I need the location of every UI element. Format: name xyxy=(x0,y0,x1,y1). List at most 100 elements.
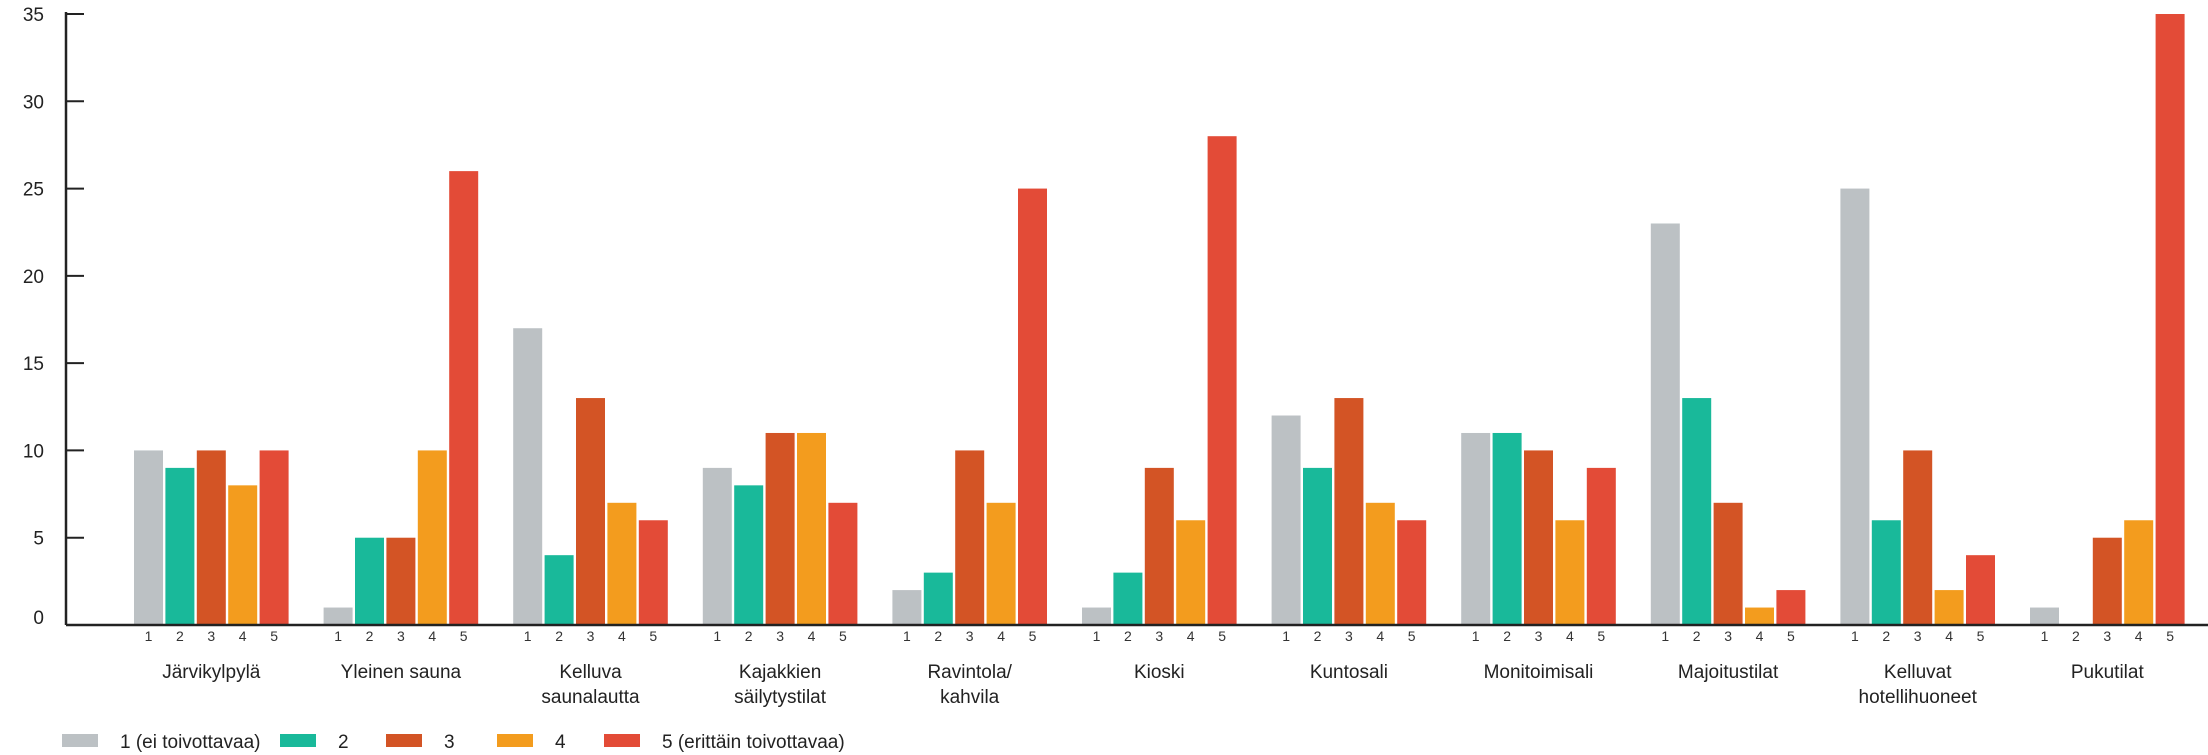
x-sub-label: 2 xyxy=(366,628,374,644)
category-label: kahvila xyxy=(940,687,1000,708)
x-sub-label: 1 xyxy=(1093,628,1101,644)
x-sub-label: 4 xyxy=(239,628,247,644)
legend-swatch xyxy=(497,734,533,747)
x-sub-label: 1 xyxy=(145,628,153,644)
x-sub-label: 1 xyxy=(524,628,532,644)
x-sub-label: 3 xyxy=(2103,628,2111,644)
x-sub-label: 2 xyxy=(1503,628,1511,644)
bar xyxy=(1966,555,1995,625)
bar xyxy=(1934,590,1964,625)
x-sub-label: 3 xyxy=(1345,628,1353,644)
x-sub-label: 5 xyxy=(1977,628,1985,644)
bar xyxy=(765,432,795,625)
bar xyxy=(417,450,447,625)
x-sub-label: 4 xyxy=(1187,628,1195,644)
bar xyxy=(702,467,732,625)
bar xyxy=(2124,520,2154,625)
x-sub-label: 2 xyxy=(1124,628,1132,644)
category-label: Ravintola/ xyxy=(927,662,1012,683)
bar xyxy=(1903,450,1933,625)
bar xyxy=(1840,188,1870,626)
x-sub-label: 5 xyxy=(649,628,657,644)
bar xyxy=(1365,502,1395,625)
category-label: Kelluva xyxy=(559,662,622,683)
category-label: Kioski xyxy=(1134,662,1185,683)
legend-label: 1 (ei toivottavaa) xyxy=(120,732,260,753)
x-sub-label: 5 xyxy=(460,628,468,644)
bar xyxy=(1524,450,1553,625)
bar xyxy=(955,450,985,625)
x-sub-label: 4 xyxy=(2135,628,2143,644)
category-label: Majoitustilat xyxy=(1678,662,1779,683)
y-tick-label: 15 xyxy=(23,354,44,375)
x-sub-label: 1 xyxy=(713,628,721,644)
x-sub-label: 2 xyxy=(1693,628,1701,644)
x-sub-label: 2 xyxy=(2072,628,2080,644)
x-sub-label: 5 xyxy=(1597,628,1605,644)
legend-label: 2 xyxy=(338,732,349,753)
x-sub-label: 3 xyxy=(1155,628,1163,644)
y-tick-label: 25 xyxy=(23,180,44,201)
x-sub-label: 5 xyxy=(1408,628,1416,644)
bar xyxy=(828,502,858,625)
bar xyxy=(228,485,258,625)
category-label: saunalautta xyxy=(541,687,640,708)
legend-swatch xyxy=(604,734,640,747)
bar xyxy=(196,450,226,625)
bar xyxy=(734,485,764,625)
bar xyxy=(134,450,163,625)
x-sub-label: 3 xyxy=(1914,628,1922,644)
bar xyxy=(1713,502,1743,625)
x-sub-label: 4 xyxy=(1566,628,1574,644)
bar xyxy=(1018,188,1047,626)
x-sub-label: 1 xyxy=(1282,628,1290,644)
y-tick-label: 30 xyxy=(23,92,44,113)
x-sub-label: 3 xyxy=(966,628,974,644)
x-sub-label: 5 xyxy=(1787,628,1795,644)
y-tick-label: 35 xyxy=(23,5,44,26)
bar xyxy=(1397,520,1427,625)
x-sub-label: 1 xyxy=(903,628,911,644)
x-sub-label: 1 xyxy=(1851,628,1859,644)
x-sub-label: 4 xyxy=(808,628,816,644)
x-sub-label: 3 xyxy=(1535,628,1543,644)
x-sub-label: 3 xyxy=(1724,628,1732,644)
category-label: Pukutilat xyxy=(2071,662,2145,683)
bar xyxy=(355,537,384,625)
x-sub-label: 4 xyxy=(1756,628,1764,644)
bar xyxy=(923,572,953,625)
x-sub-label: 3 xyxy=(397,628,405,644)
bar xyxy=(544,555,574,625)
x-sub-label: 5 xyxy=(2166,628,2174,644)
bar xyxy=(797,432,826,625)
bar xyxy=(1492,432,1522,625)
category-label: Kelluvat xyxy=(1884,662,1952,683)
bar xyxy=(986,502,1016,625)
bar xyxy=(1176,520,1206,625)
bar xyxy=(1271,415,1301,625)
bar xyxy=(165,467,195,625)
legend-swatch xyxy=(280,734,316,747)
x-sub-label: 2 xyxy=(1314,628,1322,644)
x-sub-label: 1 xyxy=(334,628,342,644)
x-sub-label: 2 xyxy=(555,628,563,644)
bar xyxy=(2030,607,2059,625)
y-tick-label: 20 xyxy=(23,267,44,288)
bar xyxy=(1207,136,1237,625)
category-label: Monitoimisali xyxy=(1484,662,1594,683)
bars xyxy=(134,14,2185,626)
bar xyxy=(1586,467,1616,625)
x-sub-label: 5 xyxy=(839,628,847,644)
category-label: hotellihuoneet xyxy=(1859,687,1978,708)
x-sub-label: 4 xyxy=(997,628,1005,644)
y-axis: 0 5 10 15 20 25 30 35 xyxy=(23,5,84,629)
bar xyxy=(1461,432,1491,625)
x-sub-label: 1 xyxy=(1472,628,1480,644)
bar xyxy=(2155,14,2185,625)
bar xyxy=(576,398,605,625)
legend-swatch xyxy=(386,734,422,747)
x-sub-label: 3 xyxy=(587,628,595,644)
legend-label: 4 xyxy=(555,732,566,753)
legend-swatch xyxy=(62,734,98,747)
